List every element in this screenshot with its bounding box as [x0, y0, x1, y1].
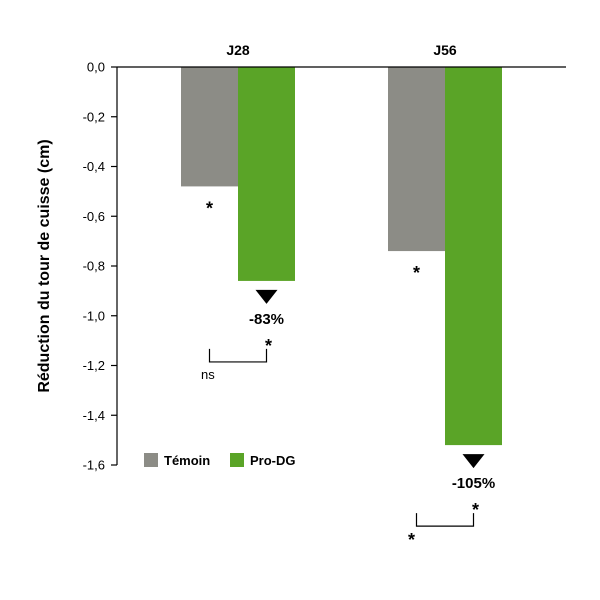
comparison-bracket-j28 [208, 348, 268, 363]
bar-pro-dg-j28 [238, 67, 295, 281]
y-tick-label: -1,0 [83, 308, 105, 323]
prodg-significance-star-j28: * [265, 336, 272, 356]
y-tick-label: -0,8 [83, 259, 105, 274]
percent-label-j56: -105% [452, 475, 495, 492]
y-tick-label: -0,4 [83, 159, 105, 174]
bars-group [181, 67, 502, 446]
legend-swatch-pro-dg [230, 453, 244, 467]
y-tick-label: -0,6 [83, 209, 105, 224]
percent-label-j28: -83% [249, 311, 284, 328]
prodg-significance-star-j56: * [472, 500, 479, 520]
temoin-significance-star-j28: * [206, 198, 213, 218]
bar-t-moin-j56 [388, 67, 445, 252]
y-tick-label: -1,2 [83, 358, 105, 373]
bar-t-moin-j28 [181, 67, 238, 187]
comparison-label-j56: * [408, 530, 415, 550]
y-tick-label: -1,4 [83, 408, 105, 423]
legend-label-t-moin: Témoin [164, 453, 210, 468]
temoin-significance-star-j56: * [413, 263, 420, 283]
y-tick-label: 0,0 [87, 60, 105, 75]
reduction-arrow-j28 [255, 289, 278, 304]
category-label-j56: J56 [433, 42, 457, 58]
y-tick-label: -1,6 [83, 458, 105, 473]
legend-label-pro-dg: Pro-DG [250, 453, 296, 468]
comparison-label-j28: ns [201, 367, 215, 382]
legend: Témoin Pro-DG [144, 453, 296, 468]
comparison-bracket-j56 [415, 513, 475, 527]
axes-group: J28 J56 0,0 -0,2 -0,4 -0,6 -0,8 -1,0 -1,2 -1,4 -1,… [83, 42, 566, 473]
reduction-arrow-j56 [462, 454, 485, 469]
annotations-group: * -83% * ns * -105% * * [201, 198, 495, 550]
category-label-j28: J28 [226, 42, 250, 58]
y-axis-label: Réduction du tour de cuisse (cm) [36, 139, 53, 392]
y-tick-label: -0,2 [83, 109, 105, 124]
bar-pro-dg-j56 [445, 67, 502, 446]
legend-swatch-t-moin [144, 453, 158, 467]
